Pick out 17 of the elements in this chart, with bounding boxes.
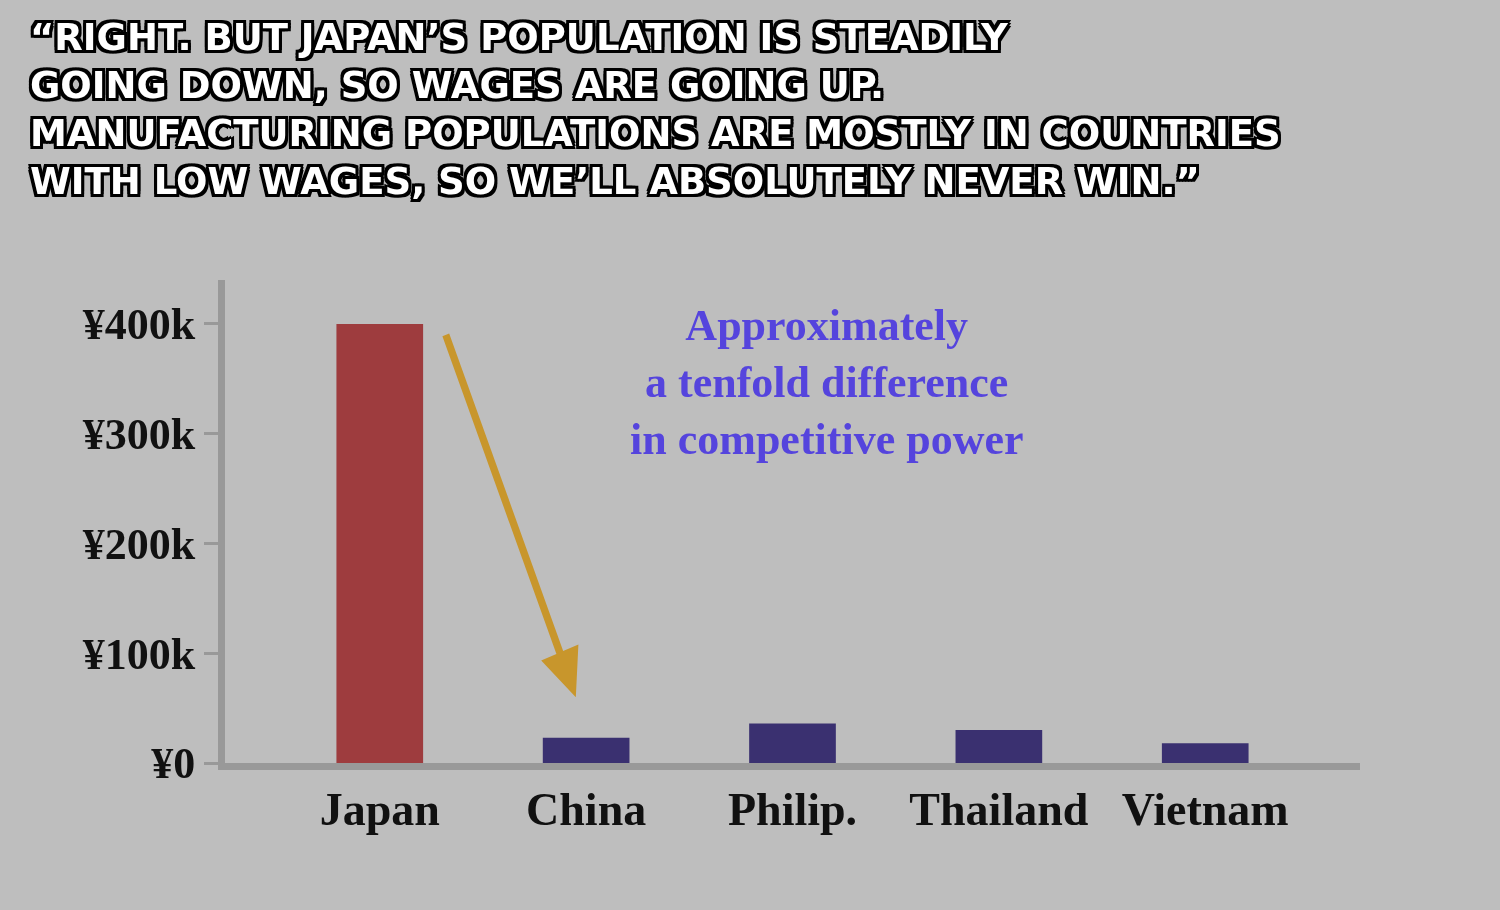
- arrow: Approximately a tenfold difference in competitive power: [630, 301, 1024, 465]
- y-tick-label: ¥300k: [82, 410, 196, 460]
- chart-title: “RIGHT. BUT JAPAN’S POPULATION IS STEADILY GOING DOWN, SO WAGES ARE GOING UP. MANUFACTURING POPULATIONS ARE MOSTLY IN COUNTRIES WITH LOW WAGES, SO WE’LL ABSOLUTELY NEVER WIN.”: [30, 16, 1281, 204]
- y-tick-label: ¥400k: [82, 300, 196, 350]
- bar: [749, 723, 836, 763]
- x-tick-label: China: [526, 784, 647, 836]
- x-tick-label: Japan: [319, 784, 440, 836]
- bar: [336, 323, 424, 763]
- bar: [542, 737, 630, 763]
- bar: [1161, 743, 1249, 763]
- x-tick-label: Philip.: [727, 784, 858, 836]
- y-tick-label: ¥200k: [82, 519, 196, 569]
- y-tick-label: ¥0: [151, 739, 196, 789]
- x-tick-label: Vietnam: [1121, 784, 1289, 836]
- x-tick-label: Thailand: [909, 784, 1089, 836]
- y-tick-label: ¥100k: [82, 629, 196, 679]
- bar: [955, 730, 1043, 763]
